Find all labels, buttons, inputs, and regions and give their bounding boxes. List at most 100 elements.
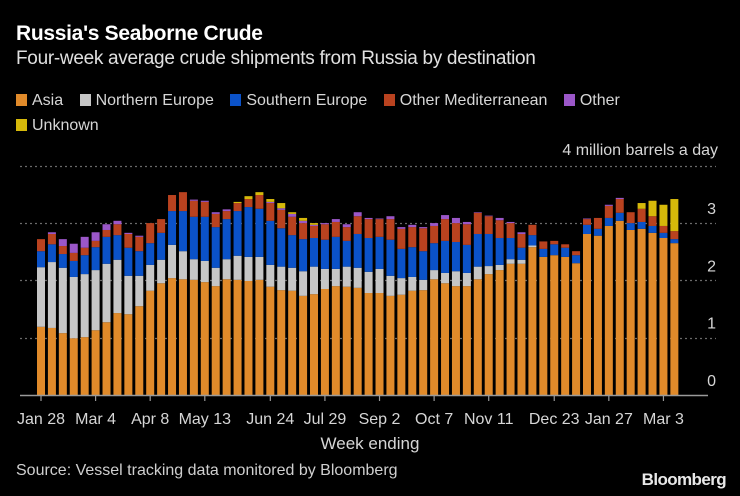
bar-segment-other (430, 223, 439, 226)
bar-stack (69, 243, 78, 395)
bar-segment-southern-europe (168, 211, 177, 245)
bar-segment-asia (91, 330, 100, 395)
bar-segment-southern-europe (288, 235, 297, 268)
bar-segment-northern-europe (484, 266, 493, 275)
bar-segment-southern-europe (462, 244, 471, 273)
bar-stack (561, 244, 570, 395)
bar-segment-southern-europe (37, 251, 45, 268)
bar-segment-southern-europe (244, 207, 253, 257)
bar-stack (593, 217, 602, 395)
bar-segment-other-mediterranean (462, 224, 471, 245)
legend-item-unknown: Unknown (16, 113, 99, 138)
bar-segment-asia (168, 278, 177, 395)
bar-stack (615, 197, 624, 395)
bar-segment-unknown (637, 203, 646, 209)
bar-segment-other-mediterranean (615, 199, 624, 213)
bar-segment-southern-europe (604, 217, 613, 226)
bar-segment-other-mediterranean (277, 209, 286, 229)
bar-segment-asia (211, 286, 220, 395)
bar-segment-other-mediterranean (561, 244, 570, 248)
bar-segment-other (320, 223, 329, 225)
bar-stack (288, 212, 297, 395)
bar-segment-other (277, 208, 286, 210)
bar-segment-other-mediterranean (572, 251, 581, 256)
bar-segment-asia (364, 293, 373, 395)
bar-segment-other-mediterranean (80, 247, 89, 256)
bar-segment-southern-europe (342, 240, 351, 267)
x-axis-title: Week ending (320, 434, 420, 453)
bar-stack (200, 200, 209, 395)
bar-segment-other (462, 221, 471, 225)
legend-label-other-mediterranean: Other Mediterranean (399, 92, 548, 109)
bar-segment-other (124, 232, 133, 234)
bar-segment-other-mediterranean (408, 227, 417, 248)
bar-segment-asia (484, 274, 493, 395)
bar-segment-other (484, 215, 493, 217)
bar-segment-asia (124, 314, 133, 395)
bar-segment-other-mediterranean (91, 240, 100, 248)
bar-stack (47, 232, 56, 395)
bar-segment-southern-europe (124, 247, 133, 276)
y-tick-label-2: 2 (707, 258, 716, 275)
bar-segment-unknown (288, 212, 297, 214)
bar-segment-other (135, 235, 144, 237)
bar-segment-asia (277, 290, 286, 395)
bar-segment-northern-europe (178, 251, 187, 280)
bar-segment-northern-europe (441, 272, 450, 284)
bar-stack (255, 192, 264, 395)
bar-stack (659, 204, 668, 395)
bar-segment-northern-europe (517, 259, 526, 264)
bar-segment-other (386, 216, 395, 220)
chart-title: Russia's Seaborne Crude (16, 22, 263, 45)
bar-segment-southern-europe (310, 238, 318, 267)
bar-segment-asia (593, 235, 602, 395)
bar-segment-southern-europe (670, 239, 679, 244)
x-tick-label: Dec 23 (529, 411, 580, 428)
bar-segment-northern-europe (91, 270, 100, 331)
bar-segment-southern-europe (233, 211, 242, 256)
bar-stack (233, 201, 242, 395)
bar-segment-asia (200, 282, 209, 395)
bar-segment-other (419, 227, 428, 229)
legend-swatch-other (563, 94, 575, 106)
bar-segment-other-mediterranean (299, 223, 308, 240)
bar-segment-southern-europe (299, 239, 308, 272)
bar-segment-other-mediterranean (47, 233, 56, 245)
bar-stack (604, 204, 613, 395)
bar-segment-asia (430, 279, 439, 395)
bar-segment-asia (178, 279, 187, 395)
bar-stack (441, 215, 450, 395)
bar-stack (222, 209, 231, 395)
bar-segment-northern-europe (506, 259, 515, 264)
bar-stack (583, 218, 591, 395)
legend-item-northern-europe: Northern Europe (79, 88, 214, 113)
bar-stack (462, 221, 471, 395)
bar-stack (37, 239, 45, 395)
bar-segment-asia (69, 338, 78, 395)
bar-segment-other-mediterranean (648, 216, 657, 226)
bar-segment-asia (266, 286, 275, 395)
bar-segment-other (451, 217, 460, 224)
bar-segment-southern-europe (593, 228, 602, 236)
bar-segment-asia (539, 256, 548, 395)
y-tick-label-0: 0 (707, 373, 716, 390)
bar-segment-asia (255, 279, 264, 395)
bar-segment-asia (146, 290, 155, 395)
bar-stack (550, 240, 559, 395)
bar-segment-other-mediterranean (583, 219, 591, 225)
x-tick-label: Mar 3 (643, 411, 684, 428)
bar-segment-asia (135, 306, 144, 395)
bar-segment-other (113, 220, 122, 225)
bar-segment-unknown (659, 204, 668, 226)
bar-segment-southern-europe (222, 219, 231, 260)
bar-segment-other (47, 232, 56, 234)
bar-segment-southern-europe (430, 243, 439, 271)
bar-segment-southern-europe (277, 228, 286, 267)
bar-segment-northern-europe (331, 268, 340, 287)
bar-segment-asia (342, 286, 351, 395)
bar-segment-northern-europe (113, 259, 122, 314)
bar-segment-other (211, 212, 220, 214)
bar-segment-northern-europe (266, 264, 275, 287)
y-axis-labels: 0 1 2 3 (707, 201, 716, 390)
bar-segment-southern-europe (539, 248, 548, 257)
